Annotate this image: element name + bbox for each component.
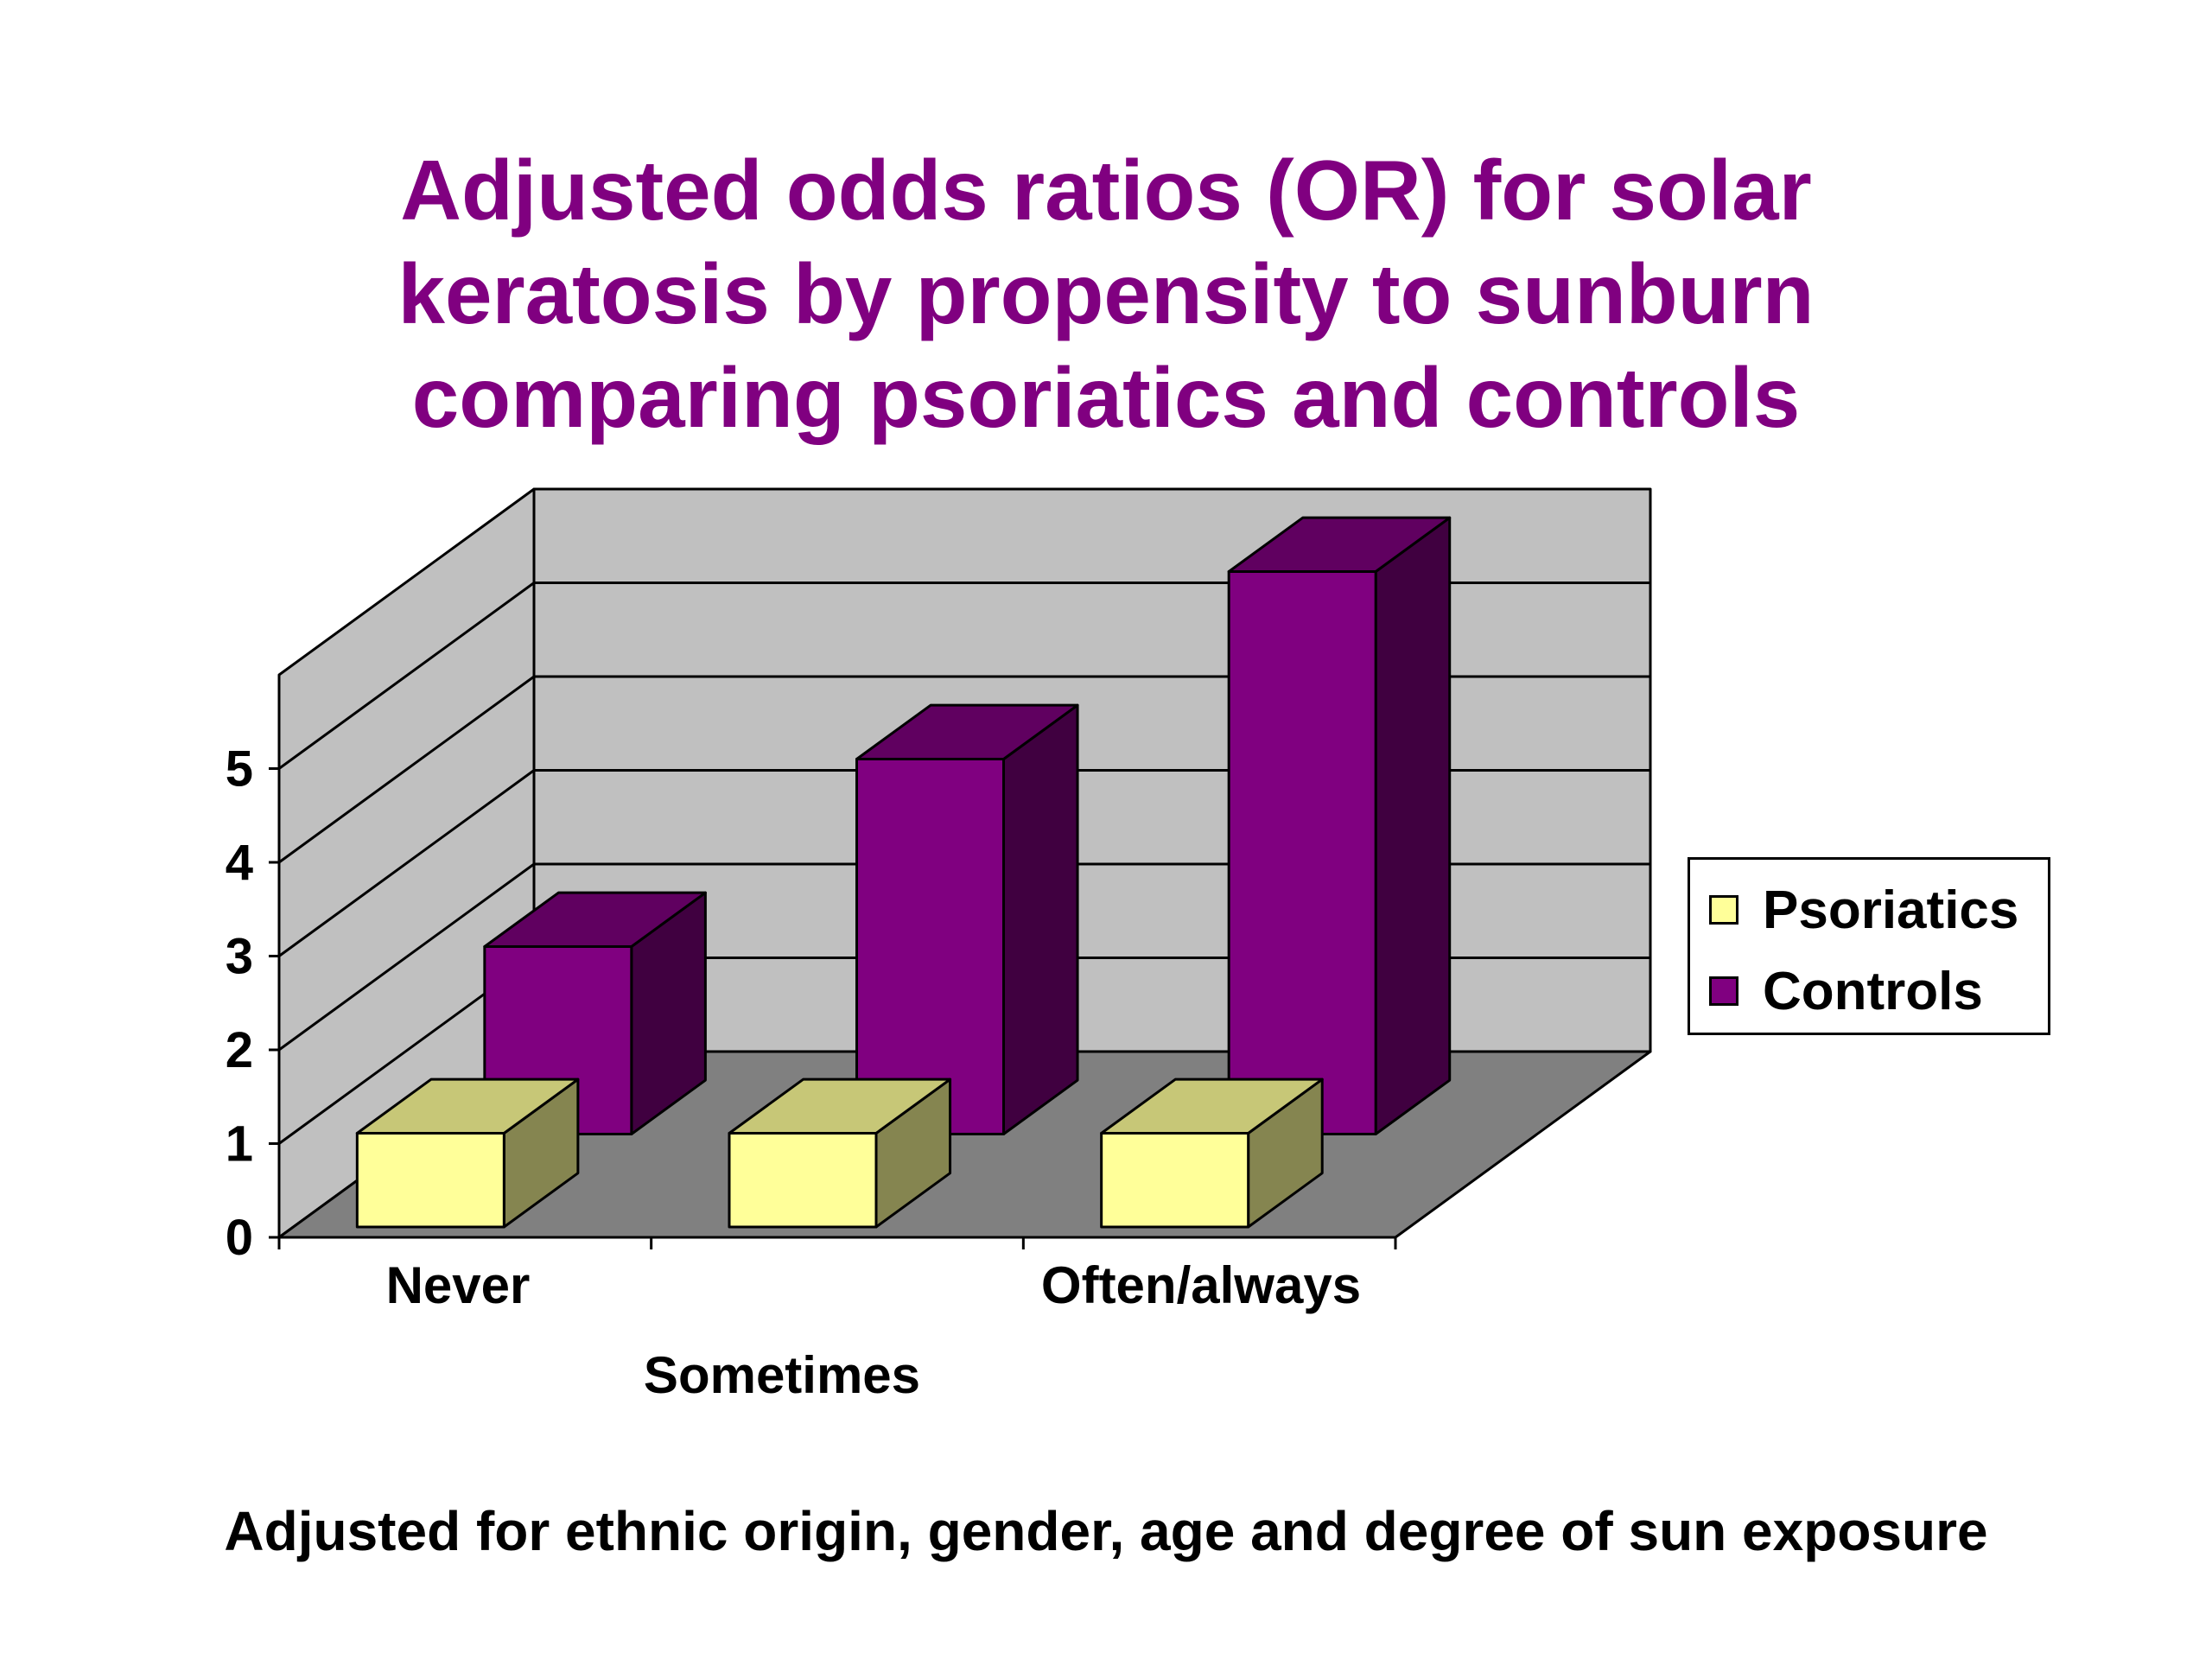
bar-psoriatics-sometimes <box>728 1132 878 1229</box>
legend-item-psoriatics: Psoriatics <box>1709 875 2018 944</box>
legend-item-controls: Controls <box>1709 957 1983 1026</box>
y-tick-label-5: 5 <box>226 741 253 798</box>
y-tick-label-4: 4 <box>226 835 253 891</box>
bar-psoriatics-never <box>355 1132 505 1229</box>
title-line-1: Adjusted odds ratios (OR) for solar <box>400 143 1812 238</box>
legend-label-psoriatics: Psoriatics <box>1763 880 2019 940</box>
bar-side-controls-sometimes <box>1002 703 1079 1135</box>
x-category-label-1: Sometimes <box>644 1346 920 1404</box>
x-category-label-0: Never <box>386 1256 531 1314</box>
chart-title: Adjusted odds ratios (OR) for solar kera… <box>0 138 2212 449</box>
title-line-2: keratosis by propensity to sunburn <box>397 246 1815 341</box>
y-tick-label-1: 1 <box>226 1116 253 1173</box>
footnote: Adjusted for ethnic origin, gender, age … <box>224 1500 1988 1562</box>
y-tick-label-3: 3 <box>226 929 253 985</box>
y-tick-label-2: 2 <box>226 1022 253 1078</box>
chart-legend: Psoriatics Controls <box>1688 857 2050 1035</box>
y-tick-label-0: 0 <box>226 1210 253 1266</box>
bar-controls-sometimes <box>855 758 1005 1135</box>
bar-controls-often-always <box>1227 570 1377 1135</box>
bar-psoriatics-often-always <box>1100 1132 1250 1229</box>
title-line-3: comparing psoriatics and controls <box>411 350 1801 445</box>
legend-label-controls: Controls <box>1763 961 1983 1021</box>
legend-swatch-psoriatics <box>1709 895 1738 925</box>
legend-swatch-controls <box>1709 976 1738 1006</box>
x-category-label-2: Often/always <box>1041 1256 1361 1314</box>
bar-side-controls-often-always <box>1374 516 1452 1135</box>
